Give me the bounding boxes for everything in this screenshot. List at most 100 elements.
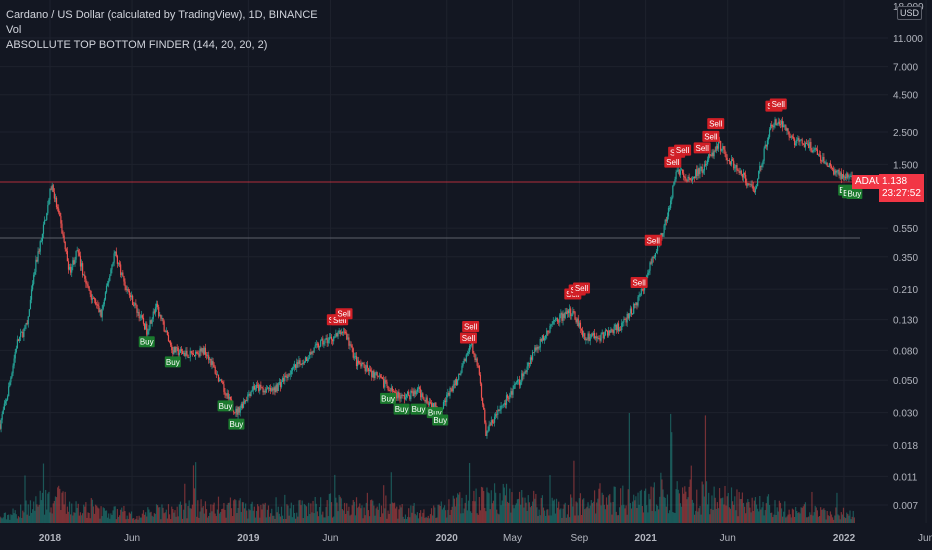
volume-bar <box>158 507 160 523</box>
candle-body <box>32 283 34 290</box>
volume-bar <box>823 508 825 523</box>
volume-bar <box>400 507 402 523</box>
signal-box <box>707 118 725 130</box>
volume-bar <box>589 505 591 523</box>
volume-bar <box>442 507 445 523</box>
candle-body <box>504 403 507 405</box>
volume-bar <box>429 514 432 523</box>
candle-body <box>825 162 827 164</box>
candle-body <box>828 163 830 168</box>
volume-bar <box>572 506 574 523</box>
volume-bar <box>754 497 757 523</box>
volume-bar <box>414 513 416 523</box>
time-axis[interactable]: 2018 Jun 2019 Jun 2020 May Sep 2021 Jun 2022 Jun <box>39 533 932 544</box>
volume-bar <box>41 492 43 523</box>
volume-bar <box>11 515 13 523</box>
volume-bar <box>0 517 2 523</box>
volume-bar <box>498 514 500 523</box>
volume-indicator-label[interactable]: Vol <box>6 24 22 36</box>
volume-bar <box>628 412 630 523</box>
volume-bar <box>799 513 801 523</box>
volume-bar <box>204 501 207 523</box>
candle-body <box>327 339 329 344</box>
volume-bar <box>58 485 60 523</box>
volume-bar <box>796 510 798 523</box>
volume-bar <box>222 508 224 523</box>
candle-body <box>458 374 460 380</box>
candle-body <box>282 378 284 382</box>
volume-bar <box>224 509 226 523</box>
volume-bar <box>627 489 629 523</box>
price-tick-label: 0.210 <box>893 285 918 296</box>
volume-bar <box>617 515 620 523</box>
volume-bar <box>542 507 545 523</box>
candle-body <box>529 357 532 365</box>
volume-bar <box>761 507 763 523</box>
volume-bar <box>343 502 346 523</box>
signal-label: Buy <box>381 394 395 403</box>
volume-bar <box>268 516 271 523</box>
candle-body <box>586 338 588 340</box>
candle-body <box>800 139 802 141</box>
volume-bar <box>174 510 176 523</box>
candle-body <box>17 339 20 341</box>
volume-bar <box>408 508 410 523</box>
volume-bar <box>315 503 317 523</box>
candle-body <box>392 391 395 393</box>
volume-bar <box>147 507 149 523</box>
volume-bar <box>55 497 58 523</box>
volume-bar <box>398 509 400 523</box>
volume-bar <box>248 508 250 523</box>
candle-body <box>380 376 383 378</box>
price-axis[interactable]: 18.00011.0007.0004.5002.5001.5000.5500.3… <box>893 2 924 512</box>
volume-bar <box>748 501 750 523</box>
volume-bar <box>309 514 311 523</box>
candle-body <box>426 397 428 404</box>
volume-bar <box>190 508 192 523</box>
volume-bar <box>471 512 473 523</box>
indicator-label[interactable]: ABSOLLUTE TOP BOTTOM FINDER (144, 20, 20… <box>6 39 268 51</box>
candle-body <box>565 311 567 314</box>
currency-badge[interactable]: USD <box>896 6 922 20</box>
candle-body <box>313 347 315 353</box>
volume-bar <box>66 506 68 523</box>
candle-body <box>823 156 825 164</box>
volume-bar <box>93 513 96 523</box>
volume-bar <box>801 507 803 523</box>
candle-body <box>416 388 418 392</box>
candle-body <box>827 165 829 168</box>
candle-body <box>328 337 330 340</box>
candle-body <box>292 367 295 369</box>
candle-body <box>147 331 149 335</box>
volume-bar <box>368 516 371 523</box>
candle-body <box>614 324 616 327</box>
candle-body <box>461 365 463 373</box>
volume-bar <box>682 487 684 523</box>
candle-body <box>583 333 585 337</box>
volume-bar <box>422 512 424 523</box>
candle-body <box>415 391 417 395</box>
volume-bar <box>624 508 626 523</box>
candle-body <box>664 219 666 226</box>
volume-bar <box>567 505 570 523</box>
volume-bar <box>275 497 277 523</box>
volume-bar <box>279 516 282 523</box>
candle-body <box>445 400 447 403</box>
candle-body <box>36 259 38 262</box>
volume-bar <box>717 508 720 523</box>
candle-body <box>173 346 175 355</box>
volume-bar <box>673 512 675 523</box>
candle-body <box>845 176 847 179</box>
candle-body <box>257 384 259 386</box>
signal-box <box>228 418 245 430</box>
volume-bar <box>16 518 18 523</box>
price-tick-label: 0.080 <box>893 346 918 357</box>
candle-body <box>351 345 353 349</box>
candle-body <box>205 354 208 356</box>
volume-bar <box>157 505 159 523</box>
candle-body <box>213 364 215 367</box>
volume-bar <box>784 501 786 523</box>
candle-body <box>54 197 57 199</box>
symbol-title[interactable]: Cardano / US Dollar (calculated by Tradi… <box>6 9 318 21</box>
